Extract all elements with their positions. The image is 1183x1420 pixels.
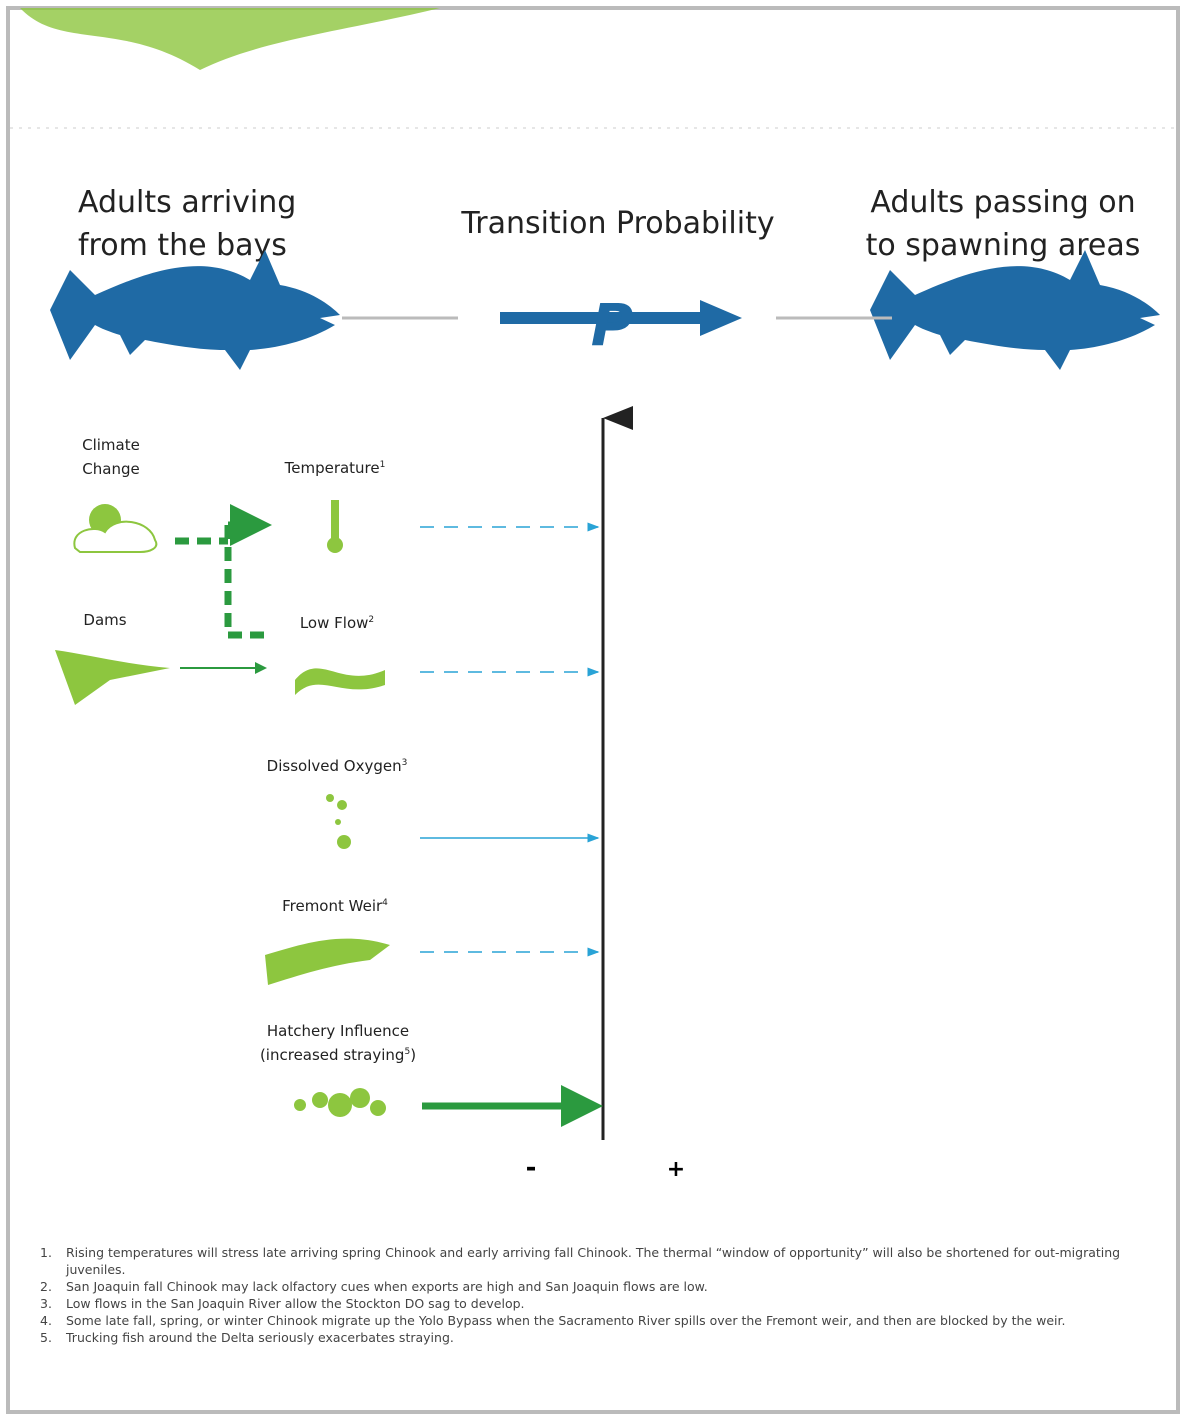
footnote-number: 4. [40,1313,52,1328]
thermometer-icon [331,500,339,540]
footnote: 2. San Joaquin fall Chinook may lack olfa… [40,1278,1130,1295]
driver-label: Climate [82,436,140,454]
note: 3 [402,758,408,768]
footnote: 4. Some late fall, spring, or winter Chin… [40,1312,1130,1329]
footnote-text: Some late fall, spring, or winter Chinoo… [66,1313,1066,1328]
footnote-number: 5. [40,1330,52,1345]
footnote: 5. Trucking fish around the Delta serious… [40,1329,1130,1346]
left-title: from the bays [78,228,287,263]
driver-label: Dams [83,611,126,629]
footnotes: 1. Rising temperatures will stress late a… [40,1244,1130,1346]
weir-icon [265,938,390,985]
plus-label: + [667,1157,685,1182]
factor-label: Fremont Weir4 [282,897,388,915]
top-fish-graphic [20,8,440,70]
label: Temperature [284,459,380,477]
label: Dissolved Oxygen [267,757,402,775]
note: 5 [404,1047,410,1057]
footnote-number: 2. [40,1279,52,1294]
flow-icon [295,668,385,695]
factor-label: (increased straying5) [260,1046,416,1064]
note: 2 [368,615,374,625]
footnote-number: 3. [40,1296,52,1311]
driver-arrow [175,525,265,639]
label: Low Flow [300,614,369,632]
hatchery-icon [370,1100,386,1116]
label: Fremont Weir [282,897,383,915]
footnote: 3. Low flows in the San Joaquin River all… [40,1295,1130,1312]
fish-icon [50,250,340,370]
dam-icon [55,650,170,705]
footnote: 1. Rising temperatures will stress late a… [40,1244,1130,1278]
factor-label: Dissolved Oxygen3 [267,757,408,775]
note: 1 [380,460,386,470]
right-title: to spawning areas [866,228,1141,263]
p-arrow [500,300,742,336]
minus-label: - [526,1153,537,1183]
fish-icon [870,250,1160,370]
label: ) [410,1046,416,1064]
frame [6,6,1180,1414]
footnote-text: Low flows in the San Joaquin River allow… [66,1296,525,1311]
bubble-icon [337,835,351,849]
footnote-number: 1. [40,1245,52,1260]
cloud-icon [73,520,158,553]
footnote-text: Trucking fish around the Delta seriously… [66,1330,454,1345]
left-title: Adults arriving [78,185,296,220]
footnote-text: Rising temperatures will stress late arr… [66,1245,1121,1277]
factor-label: Low Flow2 [300,614,374,632]
footnote-text: San Joaquin fall Chinook may lack olfact… [66,1279,708,1294]
right-title: Adults passing on [870,185,1135,220]
label: (increased straying [260,1046,405,1064]
p-symbol: P [591,291,634,359]
icons [55,500,390,1117]
factor-label: Temperature1 [284,459,386,477]
note: 4 [382,898,388,908]
center-title: Transition Probability [460,206,774,241]
factor-label: Hatchery Influence [267,1022,409,1040]
driver-label: Change [82,460,139,478]
